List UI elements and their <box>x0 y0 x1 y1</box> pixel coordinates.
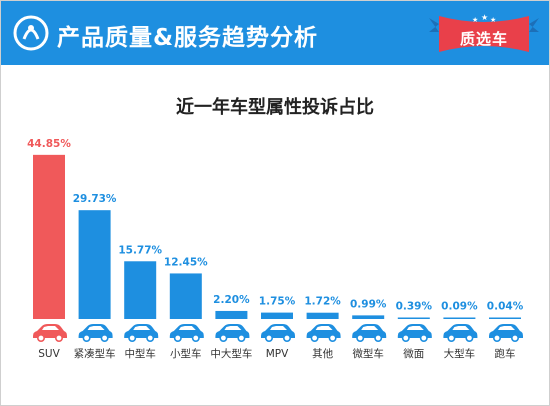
midsize-car-icon <box>124 324 159 343</box>
badge-label: 质选车 <box>459 30 508 48</box>
category-label: 紧凑型车 <box>74 347 116 360</box>
bar <box>124 261 157 319</box>
brand-logo-icon <box>13 15 49 51</box>
mini-car-icon <box>352 324 387 343</box>
bar <box>443 317 476 319</box>
compact-car-icon <box>78 324 113 343</box>
bar <box>215 310 248 319</box>
bar <box>306 312 339 319</box>
bar <box>33 154 65 319</box>
mpv-icon <box>261 324 295 343</box>
bar <box>261 312 293 319</box>
bar-value-label: 0.99% <box>350 298 387 310</box>
sports-car-icon <box>489 324 523 343</box>
bar-value-label: 1.75% <box>259 296 296 308</box>
bar <box>78 210 111 319</box>
category-label: 其他 <box>312 347 333 360</box>
category-label: 微型车 <box>352 347 384 360</box>
ribbon-badge-icon: ★ ★ ★ <box>429 13 539 52</box>
bar-value-label: 1.72% <box>304 296 341 308</box>
category-label: 跑车 <box>495 347 516 360</box>
category-label: 大型车 <box>444 347 476 360</box>
header-title: 产品质量&服务趋势分析 <box>57 25 319 51</box>
category-label: 中型车 <box>124 347 156 360</box>
category-label: 中大型车 <box>210 347 252 360</box>
bar-value-label: 15.77% <box>118 244 162 256</box>
bar-value-label: 12.45% <box>164 256 208 268</box>
bar-value-label: 44.85% <box>27 138 71 150</box>
bar <box>169 273 202 319</box>
bar <box>352 315 385 319</box>
svg-text:★: ★ <box>481 13 488 22</box>
svg-text:★: ★ <box>472 16 478 24</box>
category-label: MPV <box>266 348 289 360</box>
small-car-icon <box>169 324 204 343</box>
bar <box>397 317 430 319</box>
suv-car-icon <box>33 324 67 343</box>
bar-value-label: 0.04% <box>487 301 524 313</box>
microvan-icon <box>397 324 432 343</box>
category-label: 小型车 <box>170 347 202 360</box>
header-banner: 产品质量&服务趋势分析 ★ ★ ★ 质选车 <box>1 1 549 65</box>
chart-title: 近一年车型属性投诉占比 <box>176 97 374 118</box>
svg-text:★: ★ <box>490 16 496 24</box>
bar-value-label: 2.20% <box>213 294 250 306</box>
other-car-icon <box>306 324 341 343</box>
bar <box>489 317 521 319</box>
bar-value-label: 29.73% <box>73 193 117 205</box>
bar-value-label: 0.09% <box>441 301 478 313</box>
large-car-icon <box>215 324 250 343</box>
bar-value-label: 0.39% <box>396 301 433 313</box>
full-size-car-icon <box>443 324 478 343</box>
category-label: SUV <box>38 348 60 360</box>
category-label: 微面 <box>403 347 424 360</box>
